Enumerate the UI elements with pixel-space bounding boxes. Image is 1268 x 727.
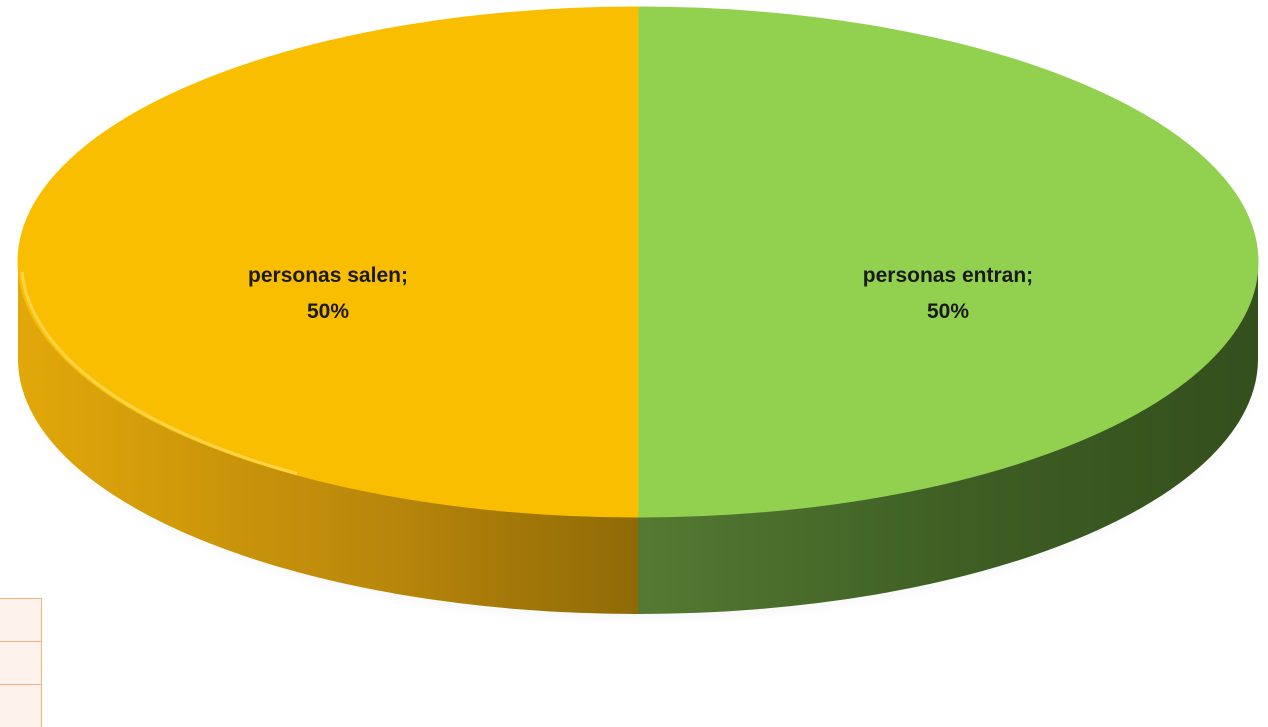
spreadsheet-cell: [0, 684, 42, 727]
pie-slice-side: [638, 262, 1258, 614]
pie-slice: [637, 6, 1259, 518]
data-label-percent: 50%: [927, 300, 969, 323]
pie-group: personas entran; 50% personas salen; 50%: [12, 6, 1264, 626]
pie-slice-side: [18, 262, 638, 614]
spreadsheet-cell: [0, 598, 42, 642]
pie-slice: [17, 6, 639, 518]
data-label-name: personas entran;: [863, 264, 1033, 287]
data-label-name: personas salen;: [248, 264, 408, 287]
data-label-percent: 50%: [307, 300, 349, 323]
pie-rim-highlight: [20, 271, 298, 476]
spreadsheet-cells: [0, 598, 44, 727]
spreadsheet-cell: [0, 641, 42, 685]
